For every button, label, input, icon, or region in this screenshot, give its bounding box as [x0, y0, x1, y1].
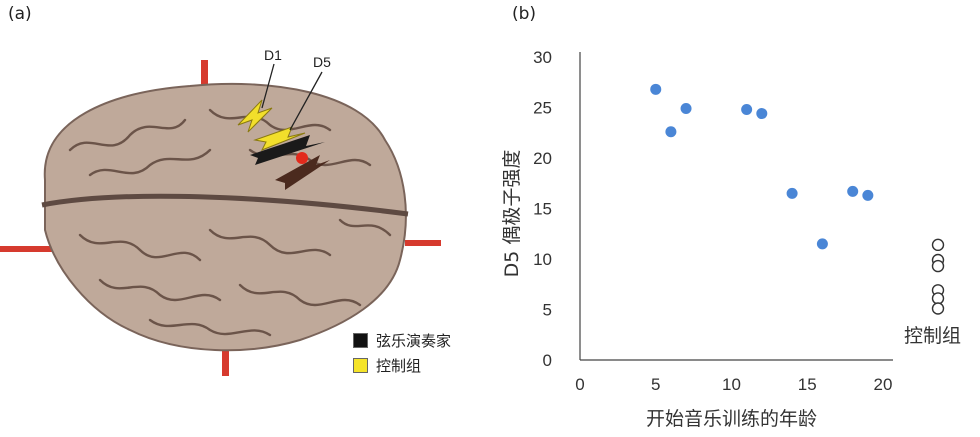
chart-panel: (b) 0 5 10 15 20 0 5 10 15 20 25 30 开始音乐训练的年龄 D5 偶极… [470, 0, 980, 437]
musician-data-point [665, 126, 677, 138]
legend-label-control: 控制组 [376, 357, 422, 375]
axis-marker-left [0, 246, 60, 252]
longitudinal-fissure [41, 193, 409, 217]
x-tick-label: 0 [575, 375, 584, 394]
musician-data-point [786, 187, 798, 199]
musician-data-point [816, 238, 828, 250]
d5-label: D5 [313, 54, 331, 70]
musician-data-point [756, 108, 768, 120]
musician-data-point [650, 83, 662, 95]
legend-swatch-musicians [353, 333, 368, 348]
d1-control-arrow [237, 99, 273, 133]
y-tick-label: 5 [543, 301, 552, 320]
panel-b-label: (b) [512, 4, 537, 24]
y-tick-label: 0 [543, 351, 552, 370]
y-tick-label: 25 [533, 99, 552, 118]
d5-musician-shadow-arrow [275, 155, 330, 190]
musician-data-point [741, 104, 753, 116]
musician-data-point [680, 103, 692, 115]
brain-illustration: D1 D5 [0, 47, 441, 376]
d1-leader-line [261, 63, 275, 109]
brain-shape [43, 82, 407, 352]
control-data-point [931, 259, 945, 273]
y-tick-label: 10 [533, 250, 552, 269]
legend-swatch-control [353, 358, 368, 373]
legend-item-control: 控制组 [353, 355, 421, 376]
x-axis-label: 开始音乐训练的年龄 [646, 408, 817, 430]
panel-a-label: (a) [8, 4, 32, 24]
brain-panel: (a) D1 D5 [0, 0, 470, 437]
dipole-origin-dot [296, 152, 308, 164]
d1-label: D1 [264, 47, 282, 63]
d5-musician-arrow [250, 135, 325, 165]
y-tick-label: 15 [533, 200, 552, 219]
d5-leader-line [289, 71, 323, 131]
axis-marker-bottom [222, 340, 229, 376]
musician-data-point [847, 185, 859, 197]
control-data-point [931, 302, 945, 315]
y-axis-label: D5 偶极子强度 [501, 150, 523, 278]
control-group-label: 控制组 [904, 325, 961, 347]
y-tick-label: 30 [533, 48, 552, 67]
axis-marker-top [201, 60, 208, 100]
x-tick-label: 20 [874, 375, 893, 394]
control-data-point [931, 292, 945, 305]
legend-item-musicians: 弦乐演奏家 [353, 330, 451, 351]
legend-label-musicians: 弦乐演奏家 [376, 332, 452, 350]
x-tick-label: 5 [651, 375, 660, 394]
y-tick-label: 20 [533, 149, 552, 168]
musician-data-point [862, 189, 874, 201]
axis-marker-right [405, 240, 441, 246]
x-tick-label: 15 [798, 375, 817, 394]
control-data-point [931, 238, 945, 252]
x-tick-label: 10 [722, 375, 741, 394]
